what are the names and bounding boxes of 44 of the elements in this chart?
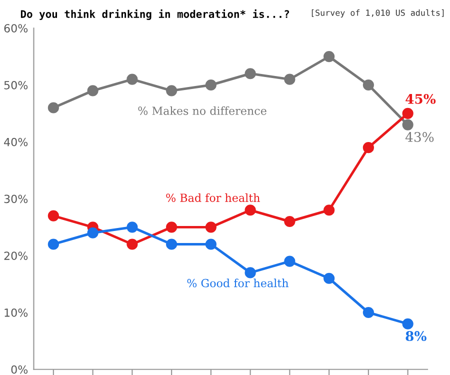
point	[324, 51, 335, 62]
point	[362, 79, 374, 91]
point	[205, 238, 216, 250]
point	[166, 222, 178, 233]
point	[126, 74, 138, 85]
y-tick-label: 0%	[11, 365, 28, 374]
point	[205, 79, 216, 91]
point	[126, 238, 138, 250]
y-tick-label: 30%	[4, 194, 28, 204]
point	[324, 272, 335, 284]
point	[284, 256, 296, 267]
point	[244, 267, 256, 278]
point	[362, 142, 374, 154]
chart-title: Do you think drinking in moderation* is...?	[20, 9, 290, 20]
y-tick-label: 60%	[4, 24, 28, 33]
point	[402, 318, 414, 330]
point	[362, 306, 374, 318]
point	[402, 119, 414, 130]
point	[48, 102, 59, 114]
point	[48, 238, 59, 250]
point	[87, 227, 98, 238]
y-tick-label: 50%	[4, 80, 28, 90]
point	[402, 108, 414, 119]
point	[244, 204, 256, 216]
point	[284, 216, 296, 228]
series-label: % Bad for health	[166, 193, 260, 202]
chart-subtitle: [Survey of 1,010 US adults]	[312, 9, 444, 18]
y-tick-label: 40%	[4, 138, 28, 146]
data-label: 8%	[406, 331, 426, 342]
point	[87, 85, 98, 96]
series-label: % Good for health	[187, 278, 288, 288]
y-tick-label: 10%	[4, 308, 28, 317]
point	[205, 222, 216, 233]
point	[166, 238, 178, 250]
y-tick-label: 20%	[4, 252, 28, 260]
series-label: % Makes no difference	[138, 106, 266, 115]
point	[48, 210, 59, 222]
point	[166, 85, 178, 96]
point	[244, 68, 256, 80]
point	[126, 222, 138, 233]
point	[324, 204, 335, 216]
data-label: 45%	[406, 94, 436, 104]
data-label: 43%	[405, 132, 434, 142]
point	[284, 74, 296, 85]
